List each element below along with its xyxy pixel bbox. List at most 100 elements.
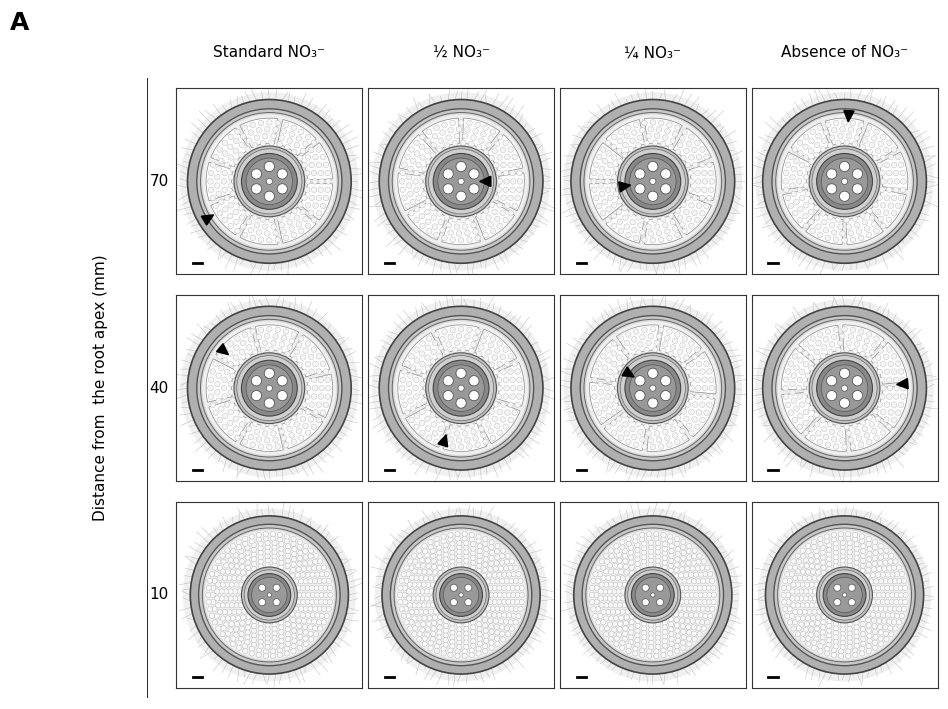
Circle shape [277,391,287,401]
Circle shape [795,553,800,558]
Circle shape [496,170,501,176]
Circle shape [296,342,301,348]
Circle shape [672,131,678,137]
Circle shape [217,610,223,615]
Circle shape [694,572,699,577]
Circle shape [866,567,871,573]
Circle shape [240,564,245,569]
Circle shape [861,548,866,554]
Circle shape [599,398,605,403]
Circle shape [263,133,268,139]
Circle shape [872,640,878,645]
Circle shape [272,631,277,636]
Circle shape [394,321,528,455]
Circle shape [495,555,500,560]
Circle shape [500,579,505,584]
Circle shape [264,191,275,201]
Circle shape [188,99,351,263]
Circle shape [324,613,329,618]
Circle shape [613,373,619,379]
Circle shape [489,635,495,640]
Circle shape [788,203,793,208]
Circle shape [414,151,420,156]
Circle shape [689,179,694,184]
Circle shape [884,354,889,359]
Circle shape [633,329,639,335]
Circle shape [431,143,436,148]
Circle shape [791,582,796,587]
Circle shape [243,649,247,654]
Circle shape [593,195,599,201]
Circle shape [405,154,410,160]
Circle shape [230,569,235,574]
Circle shape [865,131,869,137]
Circle shape [678,422,683,428]
Circle shape [305,613,310,618]
Circle shape [246,138,252,143]
Circle shape [425,632,430,637]
Circle shape [681,592,685,598]
Circle shape [686,216,692,222]
Circle shape [700,620,705,625]
Circle shape [442,235,447,241]
Circle shape [504,559,509,564]
Circle shape [427,129,432,135]
Circle shape [692,548,698,553]
Circle shape [866,649,871,654]
Circle shape [210,402,215,408]
Circle shape [661,648,666,653]
Circle shape [470,555,476,561]
Circle shape [413,393,419,399]
Circle shape [702,386,708,391]
Circle shape [839,368,849,379]
Circle shape [647,536,652,541]
Circle shape [809,138,814,144]
Circle shape [508,147,514,152]
Circle shape [629,630,633,635]
Circle shape [635,169,645,179]
Circle shape [803,589,809,594]
Circle shape [785,162,791,167]
Circle shape [228,409,233,415]
Circle shape [827,391,837,401]
Circle shape [261,423,265,429]
Circle shape [449,635,455,640]
Circle shape [688,134,694,140]
Circle shape [470,630,476,635]
Circle shape [852,648,858,653]
Circle shape [848,540,852,546]
Circle shape [781,599,787,605]
Circle shape [799,402,805,408]
Circle shape [408,191,413,196]
Circle shape [428,576,433,581]
Circle shape [831,532,836,537]
Circle shape [234,603,239,608]
Circle shape [495,141,500,147]
Circle shape [629,614,635,620]
Circle shape [891,565,897,570]
Circle shape [208,179,213,184]
Circle shape [220,616,226,621]
Circle shape [827,642,831,647]
Circle shape [228,203,233,208]
Circle shape [440,337,446,342]
Circle shape [236,645,242,650]
Circle shape [596,410,602,415]
Circle shape [239,548,244,554]
Circle shape [593,592,599,598]
Circle shape [887,559,893,564]
Circle shape [793,199,799,205]
Circle shape [692,354,698,359]
Circle shape [797,413,803,419]
Circle shape [301,162,307,168]
Circle shape [620,645,625,650]
Circle shape [225,582,229,587]
Circle shape [648,540,654,545]
Circle shape [302,347,308,353]
Circle shape [444,350,449,355]
Circle shape [431,620,437,626]
Circle shape [452,140,458,146]
Circle shape [409,147,414,152]
Circle shape [833,550,838,555]
Circle shape [654,224,660,230]
